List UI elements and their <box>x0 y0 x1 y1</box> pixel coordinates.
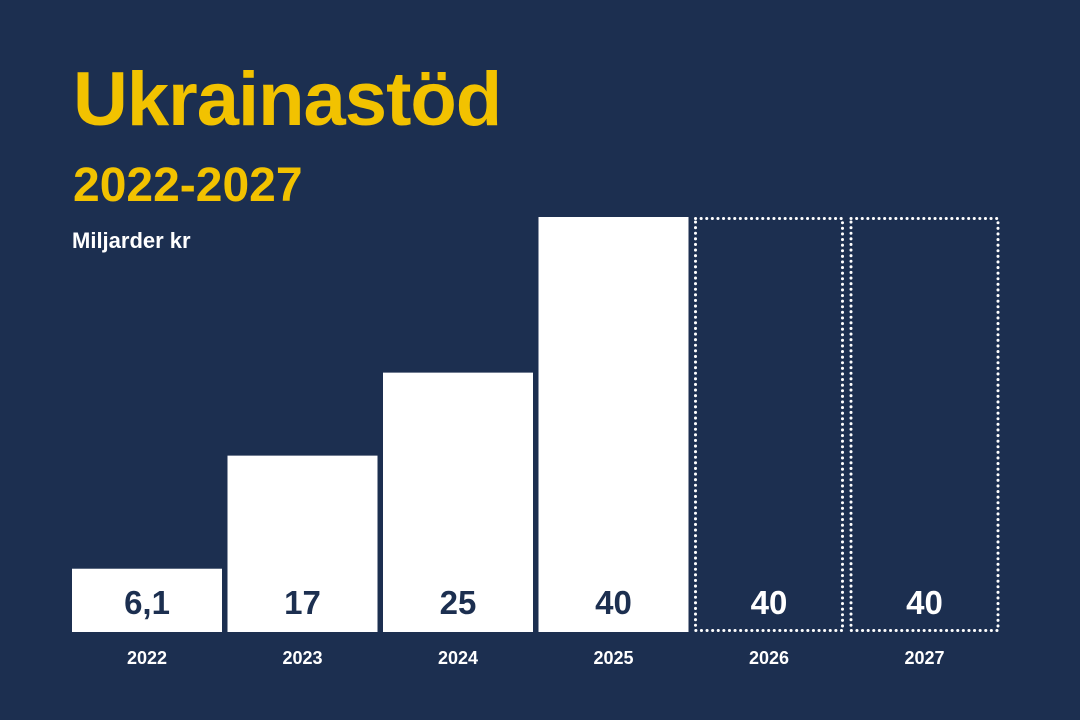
bar-2024 <box>383 372 533 632</box>
x-tick-label: 2024 <box>438 648 478 668</box>
bar-2025 <box>538 217 689 632</box>
x-tick-label: 2022 <box>127 648 167 668</box>
x-tick-label: 2026 <box>749 648 789 668</box>
bar-value-label: 6,1 <box>124 584 170 621</box>
chart-title: Ukrainastöd <box>73 57 502 142</box>
bar-value-label: 40 <box>751 584 788 621</box>
bar-value-label: 40 <box>595 584 632 621</box>
bar-value-label: 40 <box>906 584 943 621</box>
bar-2026 <box>694 217 844 632</box>
x-tick-label: 2025 <box>593 648 633 668</box>
bar-2022 <box>72 568 222 632</box>
bar-2023 <box>227 455 378 632</box>
x-tick-label: 2023 <box>282 648 322 668</box>
bar-value-label: 25 <box>440 584 477 621</box>
bar-value-label: 17 <box>284 584 321 621</box>
x-tick-label: 2027 <box>904 648 944 668</box>
chart-subtitle: 2022-2027 <box>73 159 303 212</box>
bar-2027 <box>849 217 1000 632</box>
unit-label: Miljarder kr <box>72 228 191 253</box>
